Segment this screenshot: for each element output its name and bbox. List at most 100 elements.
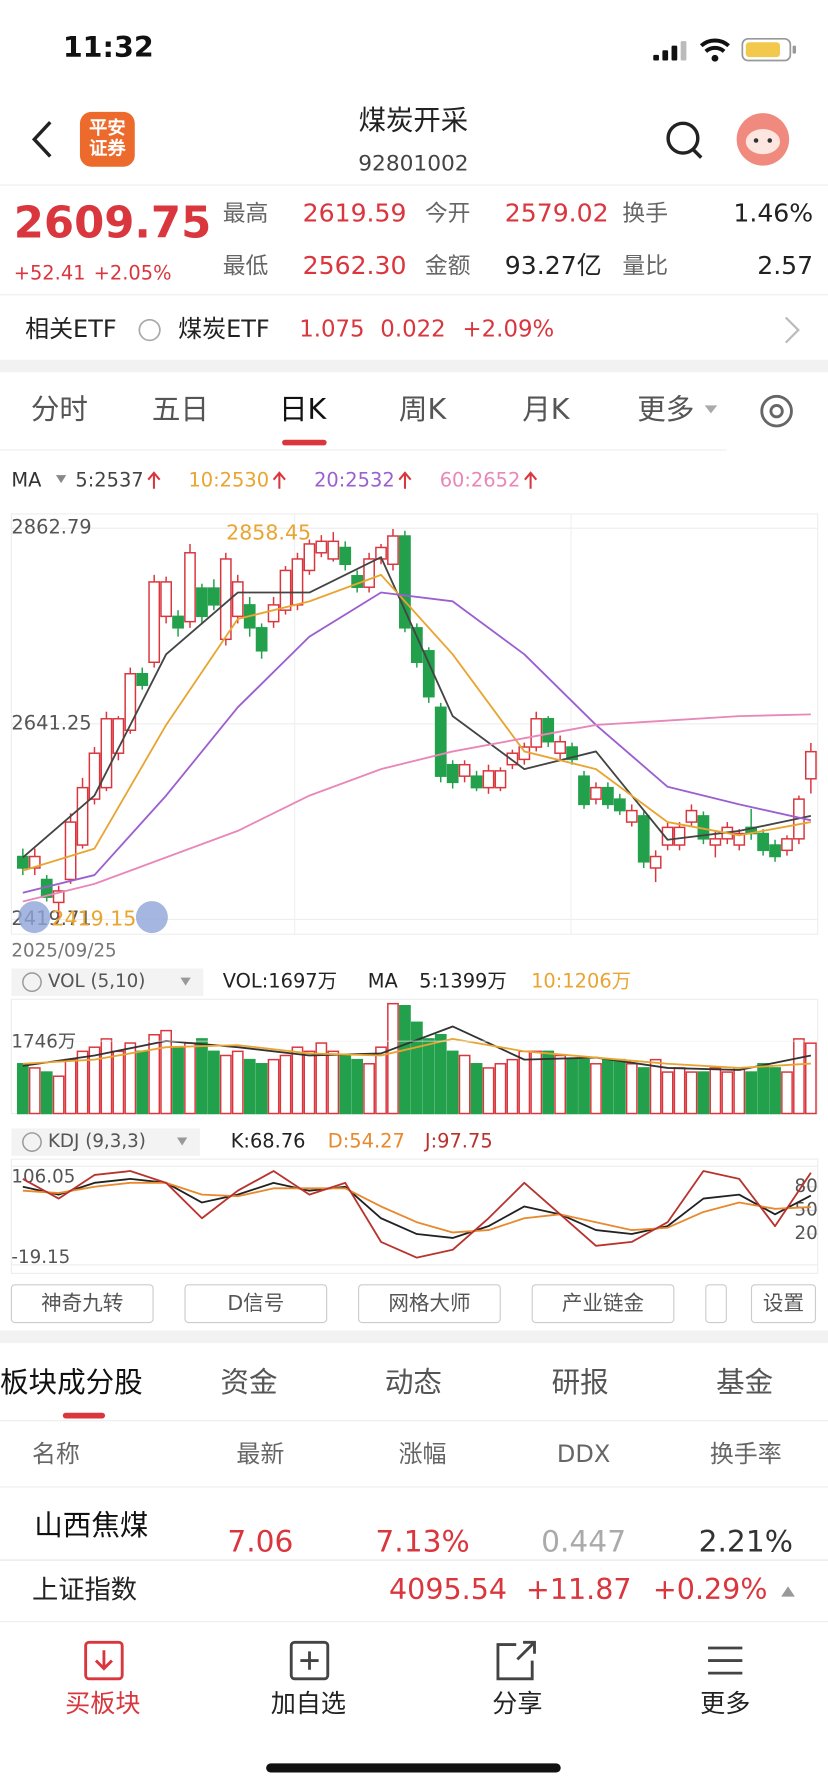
legend-item: 5:2537 (75, 468, 143, 491)
col-header: 涨幅 (399, 1440, 447, 1468)
volume-bar (184, 1042, 196, 1115)
overlay-button[interactable] (135, 901, 168, 934)
tool-button[interactable] (705, 1284, 727, 1324)
candle-body (470, 775, 483, 789)
nav-icons[interactable] (84, 1640, 743, 1681)
candle-body (327, 540, 340, 560)
legend-box[interactable] (11, 1128, 200, 1156)
up-arrow (272, 471, 286, 489)
index-bar[interactable] (0, 1560, 828, 1622)
change-pct: +2.05% (94, 262, 172, 285)
volume-bar (303, 1050, 316, 1115)
section-tab[interactable]: 板块成分股 (0, 1365, 143, 1399)
tab[interactable]: 五日 (152, 392, 209, 426)
nav-label[interactable]: 买板块 (65, 1689, 140, 1718)
tab[interactable]: 更多 (637, 392, 694, 426)
volume-bar (637, 1067, 650, 1115)
tool-label[interactable]: 神奇九转 (41, 1291, 123, 1315)
volume-bar (148, 1034, 161, 1115)
volume-bar (673, 1067, 686, 1115)
chevron[interactable] (784, 316, 800, 344)
legend-label[interactable]: KDJ (9,3,3) (48, 1131, 146, 1152)
tool-button[interactable] (531, 1284, 675, 1324)
candle-body (279, 569, 292, 611)
volume-bar (399, 1004, 411, 1115)
tab[interactable]: 分时 (31, 392, 88, 426)
vol-ma-line (22, 1025, 812, 1071)
legend-item: 10:2530 (188, 468, 269, 491)
field-value: 2562.30 (303, 251, 407, 280)
candle-body (649, 855, 662, 869)
volume-bar (422, 1038, 435, 1115)
tab-indicator (282, 439, 327, 446)
ma-line (22, 591, 812, 894)
legend-box[interactable] (11, 968, 204, 996)
tab[interactable]: 月K (522, 392, 571, 426)
legend-label[interactable]: VOL (5,10) (48, 971, 145, 992)
tool-button[interactable] (184, 1284, 328, 1324)
volume-bar (757, 1063, 769, 1115)
tab[interactable]: 日K (279, 392, 328, 426)
section-tab[interactable]: 资金 (220, 1365, 277, 1399)
avatar[interactable] (736, 113, 790, 166)
section-tab[interactable]: 基金 (716, 1365, 773, 1399)
candle-body (566, 746, 578, 761)
volume-bar (243, 1058, 256, 1115)
settings-button[interactable] (760, 394, 793, 428)
nav-label[interactable]: 更多 (700, 1689, 750, 1718)
volume-bar (160, 1029, 173, 1115)
back-button[interactable] (31, 121, 52, 158)
kdj-line (22, 1181, 811, 1234)
volume-bar (327, 1050, 340, 1115)
volume-bar (685, 1071, 698, 1115)
candle-body (506, 752, 519, 766)
tool-label[interactable]: D信号 (227, 1291, 284, 1315)
section-tab[interactable]: 研报 (552, 1365, 609, 1399)
status-icons (653, 37, 797, 62)
tab[interactable]: 周K (399, 392, 448, 426)
tool-label[interactable]: 网格大师 (388, 1291, 470, 1315)
up-arrow (147, 471, 161, 489)
cell[interactable]: 2.21% (699, 1524, 793, 1559)
candle-body (733, 832, 746, 846)
ma-line (22, 713, 811, 903)
cell[interactable]: 0.447 (541, 1524, 626, 1559)
candle-body (363, 558, 375, 588)
etf-name[interactable]: 煤炭ETF (178, 315, 270, 343)
etf-label[interactable]: 相关ETF (25, 315, 117, 343)
logo[interactable] (79, 111, 135, 167)
date-label: 2025/09/25 (11, 940, 116, 961)
candle-body (52, 890, 65, 904)
nav-label[interactable]: 分享 (492, 1689, 542, 1718)
candle-body (124, 673, 137, 731)
tool-label[interactable]: 产业链金 (562, 1291, 644, 1315)
expand-arrow[interactable] (781, 1586, 795, 1597)
cell[interactable]: 山西焦煤 (34, 1508, 148, 1542)
cell[interactable]: 7.06 (227, 1524, 293, 1559)
change: +52.41 (14, 262, 86, 285)
volume-bar (721, 1071, 734, 1115)
candle-body (88, 752, 101, 800)
legend-item: MA (368, 970, 399, 993)
tool-button[interactable] (750, 1284, 817, 1324)
logo-text: 平安 (89, 117, 126, 139)
search-button[interactable] (666, 121, 703, 159)
volume-bar (76, 1050, 89, 1115)
price: 2609.75 (14, 199, 212, 249)
tool-button[interactable] (358, 1284, 501, 1324)
nav-label[interactable]: 加自选 (271, 1689, 346, 1718)
tool-button[interactable] (10, 1284, 154, 1324)
clock: 11:32 (63, 30, 154, 64)
candle-body (769, 844, 781, 858)
tool-label[interactable]: 设置 (763, 1291, 804, 1315)
index-name[interactable]: 上证指数 (32, 1575, 137, 1605)
overlay-button[interactable] (18, 901, 51, 934)
col-header: 最新 (236, 1440, 284, 1468)
info-icon[interactable] (138, 318, 161, 342)
dropdown-arrow (55, 475, 67, 484)
cell[interactable]: 7.13% (375, 1524, 469, 1559)
section-tab[interactable]: 动态 (385, 1365, 442, 1399)
candle-body (804, 750, 817, 780)
candle-body (160, 581, 173, 618)
